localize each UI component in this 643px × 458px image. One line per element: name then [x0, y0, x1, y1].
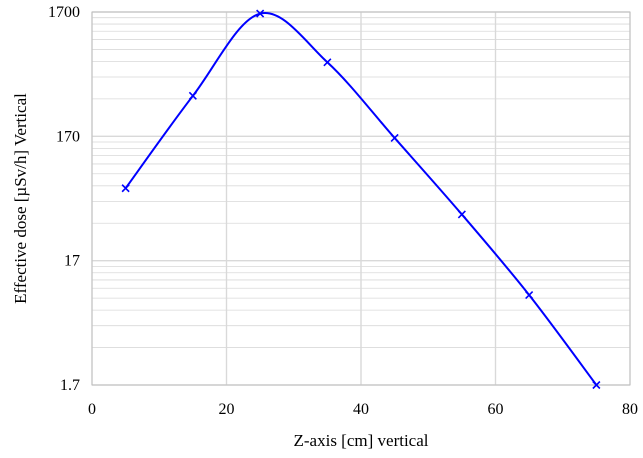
- series-markers: [121, 9, 601, 390]
- series-line: [124, 12, 598, 386]
- x-tick-label: 80: [622, 401, 638, 418]
- y-axis-tick-labels: 1.7 17 170 1700: [48, 4, 80, 394]
- data-point-marker: [188, 91, 197, 100]
- data-point-marker: [121, 184, 130, 193]
- data-point-marker: [390, 133, 399, 143]
- marker-stroke: [457, 210, 466, 219]
- x-axis-title: Z-axis [cm] vertical: [294, 431, 429, 450]
- marker-stroke: [323, 58, 332, 67]
- x-tick-label: 40: [353, 401, 369, 418]
- y-tick-label: 17: [64, 253, 80, 270]
- y-tick-label: 1.7: [60, 377, 80, 394]
- data-point-marker: [525, 290, 534, 300]
- data-point-marker: [457, 210, 466, 219]
- data-point-marker: [323, 58, 332, 67]
- y-tick-label: 170: [56, 128, 80, 145]
- marker-stroke: [188, 91, 197, 100]
- data-point-marker: [592, 380, 601, 390]
- marker-stroke: [525, 290, 534, 300]
- marker-stroke: [256, 9, 265, 18]
- y-axis-title: Effective dose [µSv/h] Vertical: [11, 93, 30, 304]
- x-tick-label: 20: [219, 401, 235, 418]
- plot-area-border: [91, 11, 631, 386]
- marker-stroke: [592, 380, 601, 390]
- data-point-marker: [256, 9, 265, 18]
- x-axis-tick-labels: 0 20 40 60 80: [88, 401, 638, 418]
- y-tick-label: 1700: [48, 4, 80, 21]
- marker-stroke: [390, 133, 399, 143]
- marker-stroke: [121, 184, 130, 193]
- x-tick-label: 0: [88, 401, 96, 418]
- x-tick-label: 60: [488, 401, 504, 418]
